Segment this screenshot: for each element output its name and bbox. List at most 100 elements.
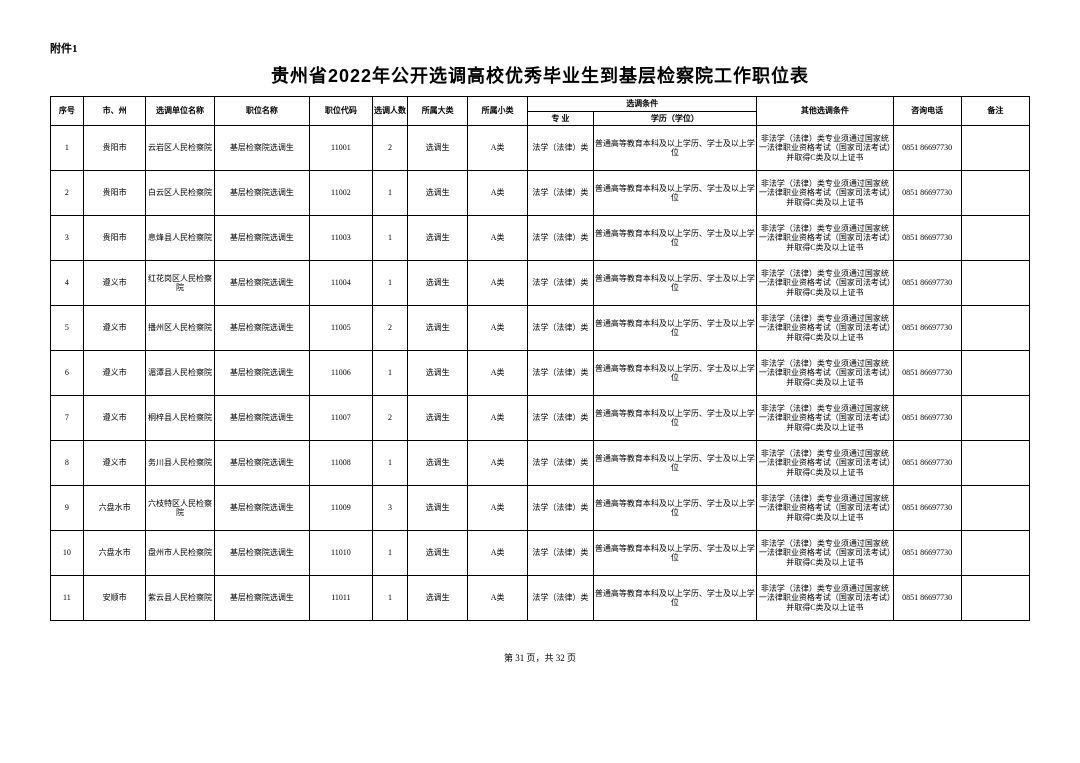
th-major: 专 业 — [528, 111, 593, 126]
cell-pos: 基层检察院选调生 — [214, 531, 309, 576]
cell-city: 遵义市 — [83, 351, 146, 396]
cell-seq: 3 — [51, 216, 84, 261]
cell-code: 11008 — [310, 441, 373, 486]
cell-edu: 普通高等教育本科及以上学历、学士及以上学位 — [593, 306, 757, 351]
cell-other: 非法学（法律）类专业须通过国家统一法律职业资格考试（国家司法考试）并取得C类及以… — [757, 306, 893, 351]
cell-edu: 普通高等教育本科及以上学历、学士及以上学位 — [593, 396, 757, 441]
table-row: 10六盘水市盘州市人民检察院基层检察院选调生110101选调生A类法学（法律）类… — [51, 531, 1030, 576]
cell-tel: 0851 86697730 — [893, 126, 961, 171]
cell-major: 法学（法律）类 — [528, 261, 593, 306]
cell-seq: 10 — [51, 531, 84, 576]
cell-code: 11003 — [310, 216, 373, 261]
cell-cat2: A类 — [468, 261, 528, 306]
cell-pos: 基层检察院选调生 — [214, 396, 309, 441]
cell-major: 法学（法律）类 — [528, 576, 593, 621]
cell-code: 11005 — [310, 306, 373, 351]
table-row: 2贵阳市白云区人民检察院基层检察院选调生110021选调生A类法学（法律）类普通… — [51, 171, 1030, 216]
cell-city: 贵阳市 — [83, 216, 146, 261]
cell-unit: 六枝特区人民检察院 — [146, 486, 214, 531]
cell-cat2: A类 — [468, 486, 528, 531]
th-other: 其他选调条件 — [757, 97, 893, 126]
cell-tel: 0851 86697730 — [893, 531, 961, 576]
cell-num: 1 — [372, 216, 407, 261]
cell-note — [961, 351, 1029, 396]
cell-tel: 0851 86697730 — [893, 261, 961, 306]
cell-other: 非法学（法律）类专业须通过国家统一法律职业资格考试（国家司法考试）并取得C类及以… — [757, 576, 893, 621]
cell-cat1: 选调生 — [408, 396, 468, 441]
cell-num: 1 — [372, 576, 407, 621]
cell-seq: 8 — [51, 441, 84, 486]
cell-major: 法学（法律）类 — [528, 486, 593, 531]
cell-note — [961, 261, 1029, 306]
cell-city: 安顺市 — [83, 576, 146, 621]
table-row: 5遵义市播州区人民检察院基层检察院选调生110052选调生A类法学（法律）类普通… — [51, 306, 1030, 351]
cell-unit: 白云区人民检察院 — [146, 171, 214, 216]
cell-code: 11001 — [310, 126, 373, 171]
table-row: 1贵阳市云岩区人民检察院基层检察院选调生110012选调生A类法学（法律）类普通… — [51, 126, 1030, 171]
cell-seq: 2 — [51, 171, 84, 216]
cell-cat2: A类 — [468, 576, 528, 621]
cell-note — [961, 306, 1029, 351]
th-pos: 职位名称 — [214, 97, 309, 126]
table-body: 1贵阳市云岩区人民检察院基层检察院选调生110012选调生A类法学（法律）类普通… — [51, 126, 1030, 621]
th-cat2: 所属小类 — [468, 97, 528, 126]
page-title: 贵州省2022年公开选调高校优秀毕业生到基层检察院工作职位表 — [50, 62, 1030, 88]
cell-tel: 0851 86697730 — [893, 441, 961, 486]
cell-edu: 普通高等教育本科及以上学历、学士及以上学位 — [593, 441, 757, 486]
cell-major: 法学（法律）类 — [528, 396, 593, 441]
cell-unit: 息烽县人民检察院 — [146, 216, 214, 261]
cell-note — [961, 576, 1029, 621]
cell-note — [961, 486, 1029, 531]
cell-pos: 基层检察院选调生 — [214, 306, 309, 351]
cell-major: 法学（法律）类 — [528, 126, 593, 171]
cell-tel: 0851 86697730 — [893, 306, 961, 351]
cell-seq: 5 — [51, 306, 84, 351]
cell-edu: 普通高等教育本科及以上学历、学士及以上学位 — [593, 126, 757, 171]
attachment-label: 附件1 — [50, 40, 1030, 56]
cell-num: 1 — [372, 171, 407, 216]
cell-code: 11004 — [310, 261, 373, 306]
cell-unit: 务川县人民检察院 — [146, 441, 214, 486]
cell-other: 非法学（法律）类专业须通过国家统一法律职业资格考试（国家司法考试）并取得C类及以… — [757, 351, 893, 396]
cell-note — [961, 531, 1029, 576]
cell-note — [961, 441, 1029, 486]
cell-other: 非法学（法律）类专业须通过国家统一法律职业资格考试（国家司法考试）并取得C类及以… — [757, 441, 893, 486]
cell-num: 2 — [372, 306, 407, 351]
cell-num: 1 — [372, 441, 407, 486]
cell-edu: 普通高等教育本科及以上学历、学士及以上学位 — [593, 486, 757, 531]
cell-num: 2 — [372, 396, 407, 441]
cell-seq: 9 — [51, 486, 84, 531]
cell-other: 非法学（法律）类专业须通过国家统一法律职业资格考试（国家司法考试）并取得C类及以… — [757, 261, 893, 306]
cell-cat1: 选调生 — [408, 306, 468, 351]
cell-unit: 红花岗区人民检察院 — [146, 261, 214, 306]
cell-cat2: A类 — [468, 441, 528, 486]
cell-cat1: 选调生 — [408, 441, 468, 486]
th-seq: 序号 — [51, 97, 84, 126]
cell-cat2: A类 — [468, 216, 528, 261]
cell-cat2: A类 — [468, 531, 528, 576]
cell-seq: 6 — [51, 351, 84, 396]
cell-city: 六盘水市 — [83, 486, 146, 531]
cell-edu: 普通高等教育本科及以上学历、学士及以上学位 — [593, 216, 757, 261]
cell-major: 法学（法律）类 — [528, 306, 593, 351]
th-note: 备注 — [961, 97, 1029, 126]
cell-seq: 4 — [51, 261, 84, 306]
table-row: 8遵义市务川县人民检察院基层检察院选调生110081选调生A类法学（法律）类普通… — [51, 441, 1030, 486]
cell-other: 非法学（法律）类专业须通过国家统一法律职业资格考试（国家司法考试）并取得C类及以… — [757, 216, 893, 261]
cell-code: 11011 — [310, 576, 373, 621]
table-row: 7遵义市桐梓县人民检察院基层检察院选调生110072选调生A类法学（法律）类普通… — [51, 396, 1030, 441]
cell-num: 1 — [372, 261, 407, 306]
cell-tel: 0851 86697730 — [893, 216, 961, 261]
cell-city: 遵义市 — [83, 396, 146, 441]
cell-cat2: A类 — [468, 306, 528, 351]
cell-major: 法学（法律）类 — [528, 216, 593, 261]
positions-table: 序号 市、州 选调单位名称 职位名称 职位代码 选调人数 所属大类 所属小类 选… — [50, 96, 1030, 621]
cell-major: 法学（法律）类 — [528, 441, 593, 486]
cell-major: 法学（法律）类 — [528, 531, 593, 576]
table-row: 11安顺市紫云县人民检察院基层检察院选调生110111选调生A类法学（法律）类普… — [51, 576, 1030, 621]
cell-pos: 基层检察院选调生 — [214, 486, 309, 531]
cell-num: 2 — [372, 126, 407, 171]
cell-cat1: 选调生 — [408, 531, 468, 576]
cell-tel: 0851 86697730 — [893, 396, 961, 441]
cell-city: 遵义市 — [83, 306, 146, 351]
